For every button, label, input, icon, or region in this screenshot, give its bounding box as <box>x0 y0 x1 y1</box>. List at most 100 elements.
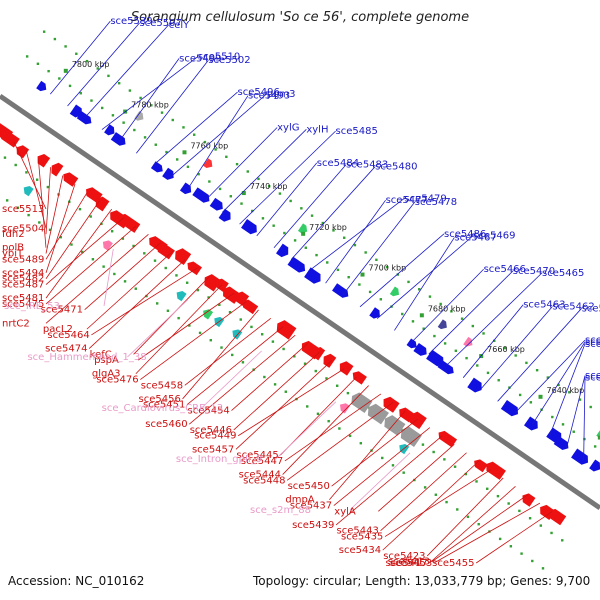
forward-gene-label: sce5507 <box>140 18 182 29</box>
reverse-gene-label: sce5471 <box>41 305 83 316</box>
reverse-gene-label: sce5457 <box>192 444 234 455</box>
gc-dot <box>284 390 288 393</box>
gc-dot <box>493 339 496 342</box>
gc-dot <box>160 111 164 114</box>
gc-dot <box>546 376 550 379</box>
forward-gene-arrow <box>276 243 289 258</box>
gc-dot <box>235 162 239 166</box>
reverse-gene-label-leader <box>426 477 504 557</box>
reverse-gene-label-leader <box>84 242 161 311</box>
kbp-tick: 7620 kbp <box>597 435 600 440</box>
reverse-gene-label: sce5494 <box>2 268 44 279</box>
reverse-gene-label-leader <box>286 402 394 481</box>
reverse-gene-label: sce5455 <box>432 558 474 569</box>
reverse-gene-label-leader <box>378 444 455 512</box>
forward-gene-label: sce5483 <box>346 160 388 171</box>
reverse-gene-arrow <box>0 130 20 148</box>
kbp-tick: 7700 kbp <box>360 264 406 277</box>
forward-gene-label: sce5485 <box>336 126 378 137</box>
forward-gene-label: sce5452 <box>585 335 600 346</box>
gc-dot <box>293 355 296 358</box>
forward-gene-label: sce5462 <box>552 301 594 312</box>
gc-dot <box>70 243 73 246</box>
rna-label-leader <box>349 452 411 511</box>
rna-label-leader <box>275 401 337 460</box>
reverse-gene-label-leader <box>431 494 528 563</box>
reverse-gene-label: sce5439 <box>292 520 334 531</box>
gc-dot <box>439 302 442 306</box>
reverse-gene-arrow <box>323 353 337 368</box>
reverse-gene-label-leader <box>475 511 553 564</box>
reverse-gene-label-leader <box>237 368 345 437</box>
reverse-gene-label-leader <box>235 360 333 450</box>
kbp-tick: 7720 kbp <box>301 223 347 236</box>
reverse-rna-block <box>102 240 113 251</box>
gc-dot <box>89 215 92 218</box>
gc-dot <box>282 347 285 351</box>
reverse-gene-label: pacL2 <box>43 324 73 335</box>
reverse-gene-label: sce5423 <box>383 551 425 562</box>
reverse-gene-label-leader <box>45 175 64 254</box>
gc-dot <box>182 126 185 129</box>
reverse-gene-label: sce5434 <box>339 545 381 556</box>
gc-dot <box>25 171 28 174</box>
gc-dot <box>423 486 427 489</box>
forward-gene-label-leader <box>256 162 318 237</box>
gc-dot <box>336 268 340 272</box>
gc-dot <box>133 128 136 132</box>
reverse-gene-label: sce5449 <box>194 431 236 442</box>
gc-dot <box>132 244 135 248</box>
rna-label: sce_IRE_53 <box>4 301 60 312</box>
gc-dot <box>375 258 378 262</box>
gc-dot <box>557 383 560 387</box>
forward-gene-arrow <box>500 399 518 417</box>
forward-gene-label: sce5432 <box>585 371 600 382</box>
forward-rna-block <box>463 336 473 347</box>
forward-gene-label-leader <box>342 201 416 296</box>
reverse-gene-arrow <box>474 459 488 473</box>
rna-label-leader <box>103 248 114 307</box>
reverse-gene-label: kefC <box>90 349 112 360</box>
gc-dot <box>239 318 242 321</box>
rna-label: sce_Intron_gpII_9 <box>176 454 262 465</box>
gc-dot <box>529 401 533 404</box>
gc-dot <box>453 465 457 468</box>
feature-arrows <box>0 80 600 526</box>
reverse-gene-label-leader <box>335 435 443 526</box>
gc-dot <box>208 180 211 183</box>
kbp-tick-label: 7640 kbp <box>547 386 585 395</box>
gc-dot <box>300 207 303 210</box>
reverse-gene-label: xylA <box>334 506 356 517</box>
reverse-gene-label: sce5447 <box>241 456 283 467</box>
reverse-gene-label-leader <box>140 301 247 380</box>
forward-gene-arrow <box>524 416 538 431</box>
reverse-gene-label: sce5464 <box>47 330 89 341</box>
gc-dot <box>443 458 446 461</box>
forward-rna-block <box>134 111 144 121</box>
gc-dot <box>134 287 137 290</box>
reverse-gene-label: sce5446 <box>190 425 232 436</box>
gc-dot <box>209 339 212 342</box>
reverse-gene-label: sce5445 <box>236 450 278 461</box>
gc-dot <box>306 405 309 408</box>
forward-gene-label-leader <box>153 91 238 166</box>
gc-dot <box>175 274 178 277</box>
reverse-gene-label: sce5450 <box>288 481 330 492</box>
forward-gene-arrow <box>304 267 321 284</box>
forward-gene-label: sce5484 <box>317 158 359 169</box>
forward-gene-arrow <box>110 132 126 146</box>
gc-dot <box>80 250 84 254</box>
gc-dot <box>539 524 543 527</box>
gc-dot <box>327 419 330 423</box>
reverse-gene-label: sce5489 <box>2 254 44 265</box>
gc-dot <box>156 302 159 305</box>
gc-dot <box>100 222 103 226</box>
reverse-gene-label-leader <box>429 486 516 564</box>
reverse-gene-label-leader <box>137 292 235 361</box>
reverse-gene-label: glgA3 <box>92 369 121 380</box>
reverse-gene-label: sce5481 <box>2 293 44 304</box>
reverse-gene-arrow <box>409 411 427 430</box>
gc-dot <box>518 509 521 513</box>
reverse-gene-label: sce5437 <box>290 501 332 512</box>
